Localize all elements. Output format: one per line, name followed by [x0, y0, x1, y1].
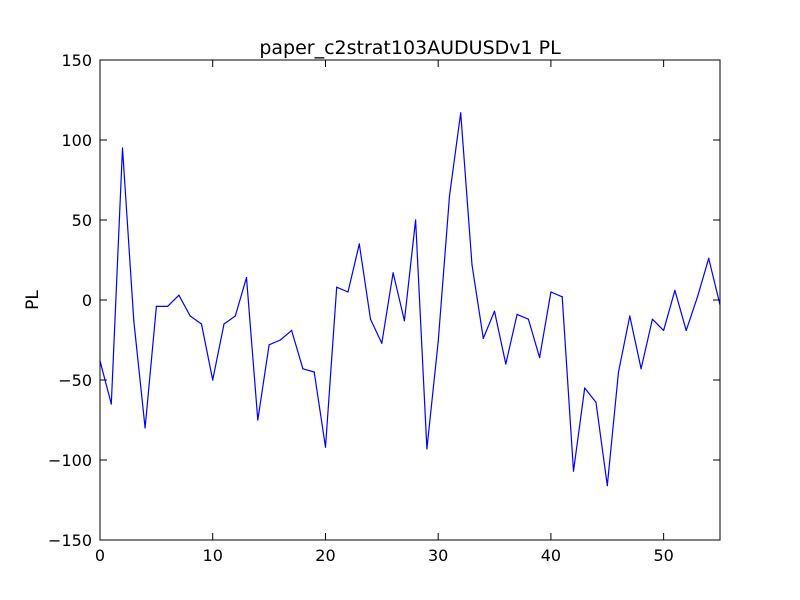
data-point — [595, 401, 597, 403]
data-point — [539, 357, 541, 359]
data-point — [133, 320, 135, 322]
data-point — [640, 368, 642, 370]
data-point — [167, 305, 169, 307]
y-tick-label: 100 — [61, 131, 92, 150]
data-point — [268, 344, 270, 346]
data-point — [617, 371, 620, 373]
data-point — [99, 360, 101, 362]
data-point — [121, 147, 124, 149]
y-tick-label: 50 — [72, 211, 92, 230]
data-point — [415, 219, 417, 221]
data-point — [144, 427, 146, 429]
data-point — [696, 296, 699, 298]
data-point — [403, 320, 405, 322]
data-point — [200, 323, 203, 325]
x-tick-label: 0 — [95, 546, 105, 565]
data-point — [516, 313, 518, 315]
x-tick-label: 10 — [203, 546, 223, 565]
data-point — [572, 470, 575, 472]
data-point — [245, 277, 248, 279]
tick-label-group: 0 10 20 30 40 50 −150 −100 −50 0 50 100 150 — [48, 51, 674, 565]
data-point — [358, 243, 360, 245]
y-tick-label: 150 — [61, 51, 92, 70]
data-point — [527, 318, 530, 320]
data-point — [302, 368, 304, 370]
data-point — [584, 387, 586, 389]
y-tick-label: −100 — [48, 451, 92, 470]
data-point — [561, 296, 563, 298]
data-point — [471, 264, 473, 266]
data-point — [110, 403, 112, 405]
plot-area — [100, 60, 720, 540]
data-point — [708, 257, 710, 259]
data-point — [279, 339, 281, 341]
data-point — [324, 446, 327, 448]
data-point — [223, 323, 225, 325]
data-point — [369, 318, 372, 320]
data-point — [448, 195, 451, 197]
series-points — [99, 112, 721, 487]
data-point — [663, 329, 665, 331]
data-point — [629, 315, 631, 317]
data-point — [550, 291, 552, 293]
data-point — [257, 419, 259, 421]
x-tick-label: 50 — [653, 546, 673, 565]
x-tick-label: 30 — [428, 546, 448, 565]
data-point — [212, 379, 214, 381]
data-point — [291, 329, 293, 331]
data-point — [392, 272, 394, 274]
y-axis-label: PL — [23, 290, 43, 310]
data-point — [460, 112, 462, 114]
series-line — [99, 112, 721, 487]
data-point — [381, 342, 383, 344]
x-tick-label: 40 — [541, 546, 561, 565]
data-point — [685, 329, 687, 331]
data-point — [313, 371, 315, 373]
data-point — [606, 485, 608, 487]
data-point — [493, 310, 496, 312]
data-point — [651, 318, 654, 320]
y-tick-label: 0 — [82, 291, 92, 310]
y-tick-label: −50 — [58, 371, 92, 390]
data-point — [178, 294, 180, 296]
data-point — [505, 363, 507, 365]
data-point — [234, 315, 236, 317]
data-point — [155, 305, 157, 307]
y-tick-label: −150 — [48, 531, 92, 550]
data-point — [336, 286, 338, 288]
plot-frame — [99, 59, 721, 541]
x-tick-label: 20 — [315, 546, 335, 565]
data-point — [437, 341, 439, 343]
data-point — [426, 448, 428, 450]
data-point — [719, 304, 721, 306]
data-point — [674, 289, 676, 291]
data-point — [189, 315, 191, 317]
data-point — [347, 291, 349, 293]
chart-title: paper_c2strat103AUDUSDv1 PL — [259, 37, 561, 59]
data-point — [482, 337, 484, 339]
